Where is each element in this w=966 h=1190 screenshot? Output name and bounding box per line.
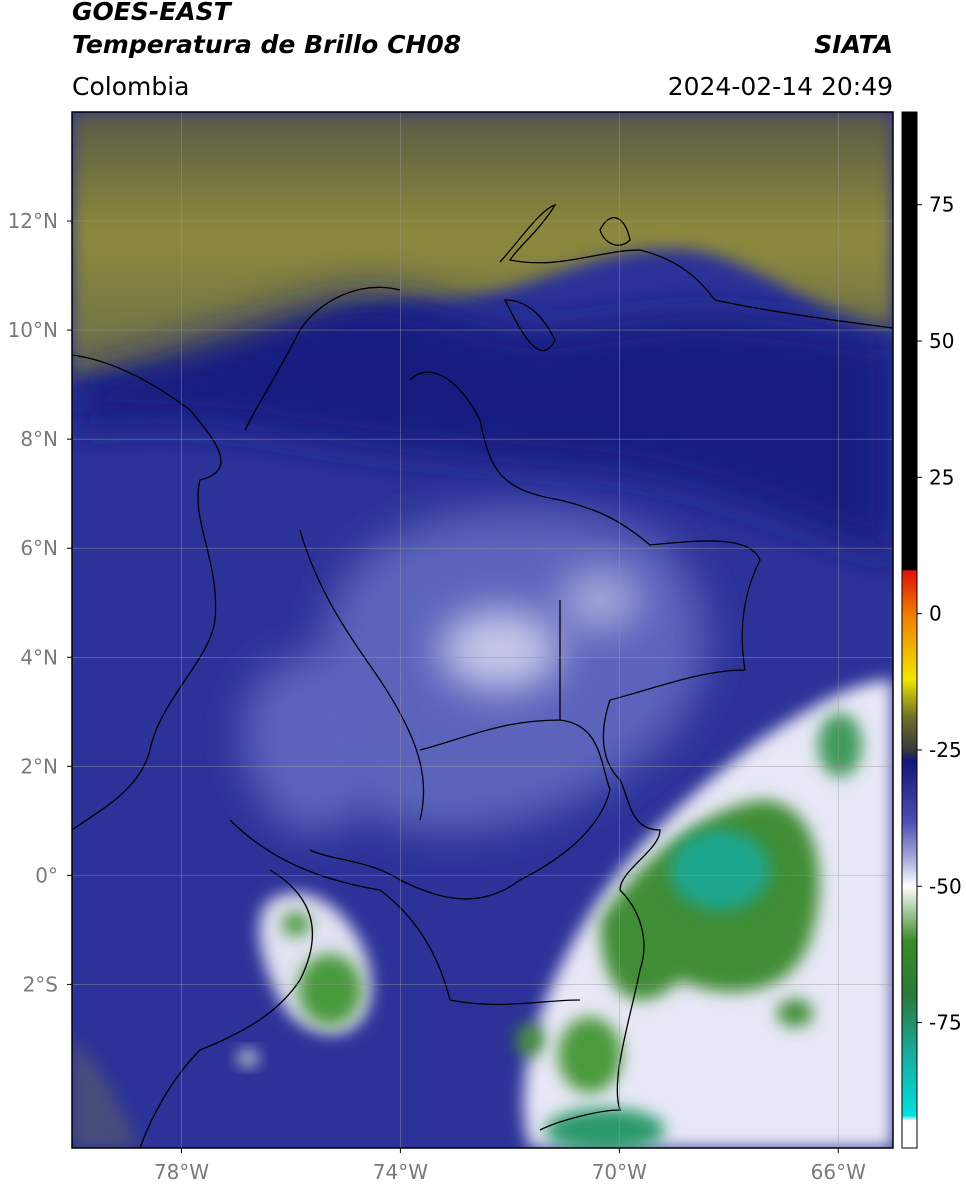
lat-tick-label: 6°N: [20, 536, 58, 560]
colorbar-ramp: [901, 111, 918, 1149]
lat-tick-label: 0°: [35, 863, 58, 887]
map-frame: [71, 111, 894, 1149]
lat-tick-label: 2°S: [23, 972, 58, 996]
lat-tick-label: 4°N: [20, 645, 58, 669]
lat-tick-label: 2°N: [20, 754, 58, 778]
colorbar: 75 50 25 0 -25 -50 -75: [901, 111, 962, 1149]
colorbar-tick-label: 50: [929, 329, 954, 353]
lon-tick-label: 78°W: [154, 1160, 209, 1184]
lon-tick-label: 74°W: [373, 1160, 428, 1184]
colorbar-tick-label: -25: [929, 738, 962, 762]
lon-tick-label: 66°W: [811, 1160, 866, 1184]
colorbar-tick-label: 75: [929, 193, 954, 217]
lon-tick-label: 70°W: [592, 1160, 647, 1184]
colorbar-tick-label: -75: [929, 1011, 962, 1035]
colorbar-tick-label: -50: [929, 874, 962, 898]
lat-tick-label: 8°N: [20, 427, 58, 451]
title: GOES-EAST: [72, 0, 233, 26]
colorbar-tick-label: 25: [929, 465, 954, 489]
colorbar-tick-label: 0: [929, 602, 942, 626]
source: SIATA: [814, 30, 893, 59]
region: Colombia: [72, 72, 189, 101]
grid: [72, 112, 893, 1148]
lat-tick-label: 10°N: [8, 318, 58, 342]
lat-tick-label: 12°N: [8, 209, 58, 233]
satellite-image: [72, 112, 893, 1148]
subtitle: Temperatura de Brillo CH08: [72, 30, 461, 59]
datetime: 2024-02-14 20:49: [668, 72, 893, 101]
